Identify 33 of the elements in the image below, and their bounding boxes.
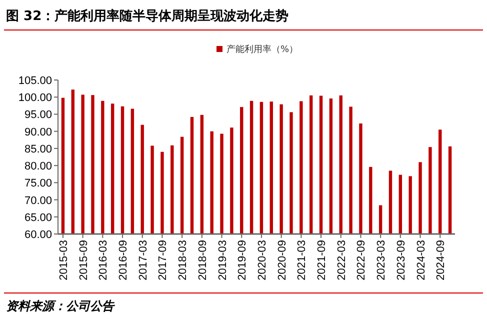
x-tick-label: 2022-09 — [356, 240, 368, 280]
y-tick-label: 100.00 — [18, 92, 52, 104]
x-tick-label: 2015-03 — [58, 240, 70, 280]
x-tick-label: 2015-09 — [78, 240, 90, 280]
y-tick-label: 60.00 — [24, 229, 52, 241]
x-tick-label: 2017-03 — [137, 240, 150, 280]
x-tick-label: 2020-09 — [276, 240, 288, 280]
x-tick-label: 2019-09 — [236, 240, 249, 280]
y-tick-label: 95.00 — [24, 109, 52, 122]
x-tick-label: 2023-03 — [376, 240, 388, 280]
x-tick-label: 2023-09 — [395, 240, 408, 280]
x-tick-label: 2022-03 — [336, 240, 348, 280]
chart-title: 图 32：产能利用率随半导体周期呈现波动化走势 — [6, 8, 289, 24]
y-tick-label: 65.00 — [24, 212, 52, 224]
x-tick-label: 2018-03 — [177, 240, 190, 280]
y-tick-label: 70.00 — [24, 194, 52, 207]
x-tick-label: 2017-09 — [157, 240, 170, 280]
y-tick-label: 80.00 — [24, 160, 52, 173]
text: 资料来源：公司公告 — [6, 299, 116, 313]
y-tick-label: 85.00 — [24, 143, 52, 156]
x-tick-label: 2016-09 — [118, 240, 130, 280]
x-tick-label: 2020-03 — [256, 240, 268, 280]
x-tick-label: 2018-09 — [196, 240, 209, 280]
y-tick-label: 75.00 — [24, 178, 52, 190]
x-tick-label: 2021-09 — [316, 240, 328, 280]
x-tick-label: 2021-03 — [296, 240, 308, 280]
x-tick-label: 2016-03 — [98, 240, 110, 280]
x-tick-label: 2019-03 — [216, 240, 229, 280]
y-tick-label: 90.00 — [24, 126, 52, 138]
y-tick-label: 105.00 — [18, 75, 52, 87]
x-tick-label: 2024-09 — [435, 240, 448, 280]
x-tick-label: 2024-03 — [415, 240, 428, 280]
legend-label: 产能利用率（%） — [226, 44, 298, 55]
